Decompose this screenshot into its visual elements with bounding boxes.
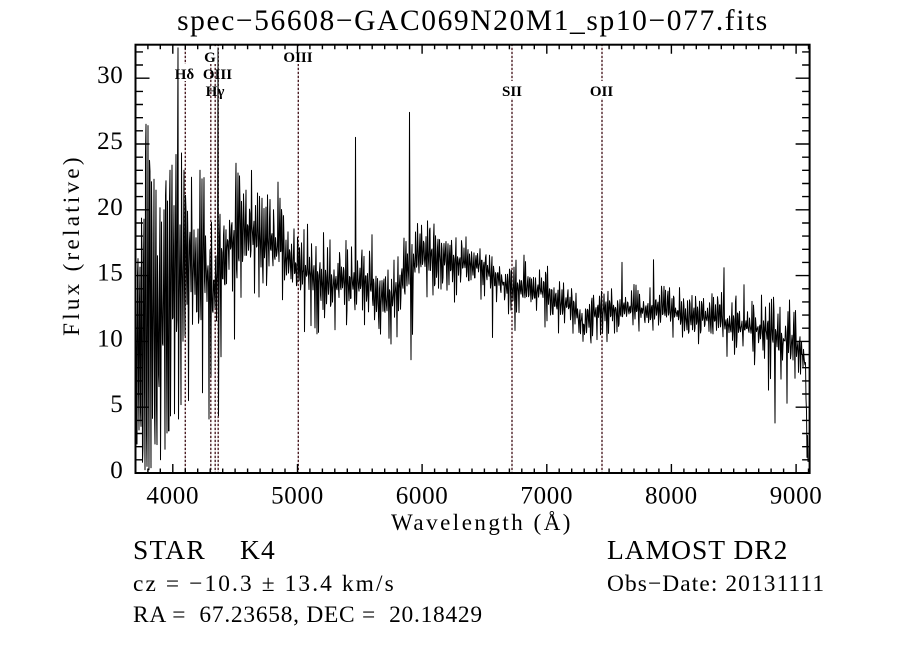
svg-text:9000: 9000 xyxy=(770,483,823,510)
svg-text:10: 10 xyxy=(97,325,123,352)
svg-text:G: G xyxy=(204,50,216,66)
svg-text:Hδ: Hδ xyxy=(175,67,195,83)
svg-text:LAMOST DR2: LAMOST DR2 xyxy=(607,534,788,565)
svg-text:8000: 8000 xyxy=(645,483,698,510)
svg-text:RA = 67.23658, DEC = 20.1842: RA = 67.23658, DEC = 20.18429 xyxy=(133,602,483,628)
svg-text:5000: 5000 xyxy=(271,483,324,510)
svg-text:0: 0 xyxy=(110,457,123,484)
svg-text:Hγ: Hγ xyxy=(206,84,225,100)
svg-text:30: 30 xyxy=(97,62,123,89)
svg-text:Wavelength (Å): Wavelength (Å) xyxy=(391,510,573,535)
svg-text:25: 25 xyxy=(97,128,123,155)
svg-text:Flux (relative): Flux (relative) xyxy=(59,154,84,336)
svg-text:4000: 4000 xyxy=(146,483,199,510)
svg-text:cz = −10.3 ± 13.4 km/s: cz = −10.3 ± 13.4 km/s xyxy=(133,571,396,597)
svg-text:spec−56608−GAC069N20M1_sp10−07: spec−56608−GAC069N20M1_sp10−077.fits xyxy=(177,5,769,37)
svg-text:STAR: STAR xyxy=(133,534,206,565)
svg-text:7000: 7000 xyxy=(520,483,573,510)
svg-text:SII: SII xyxy=(502,84,522,100)
svg-text:15: 15 xyxy=(97,260,123,287)
svg-text:5: 5 xyxy=(110,391,123,418)
svg-text:Obs−Date: 20131111: Obs−Date: 20131111 xyxy=(607,571,825,597)
svg-text:OII: OII xyxy=(590,84,614,100)
svg-text:OIII: OIII xyxy=(283,50,312,66)
svg-text:K4: K4 xyxy=(240,534,276,565)
svg-text:6000: 6000 xyxy=(396,483,449,510)
svg-text:20: 20 xyxy=(97,194,123,221)
